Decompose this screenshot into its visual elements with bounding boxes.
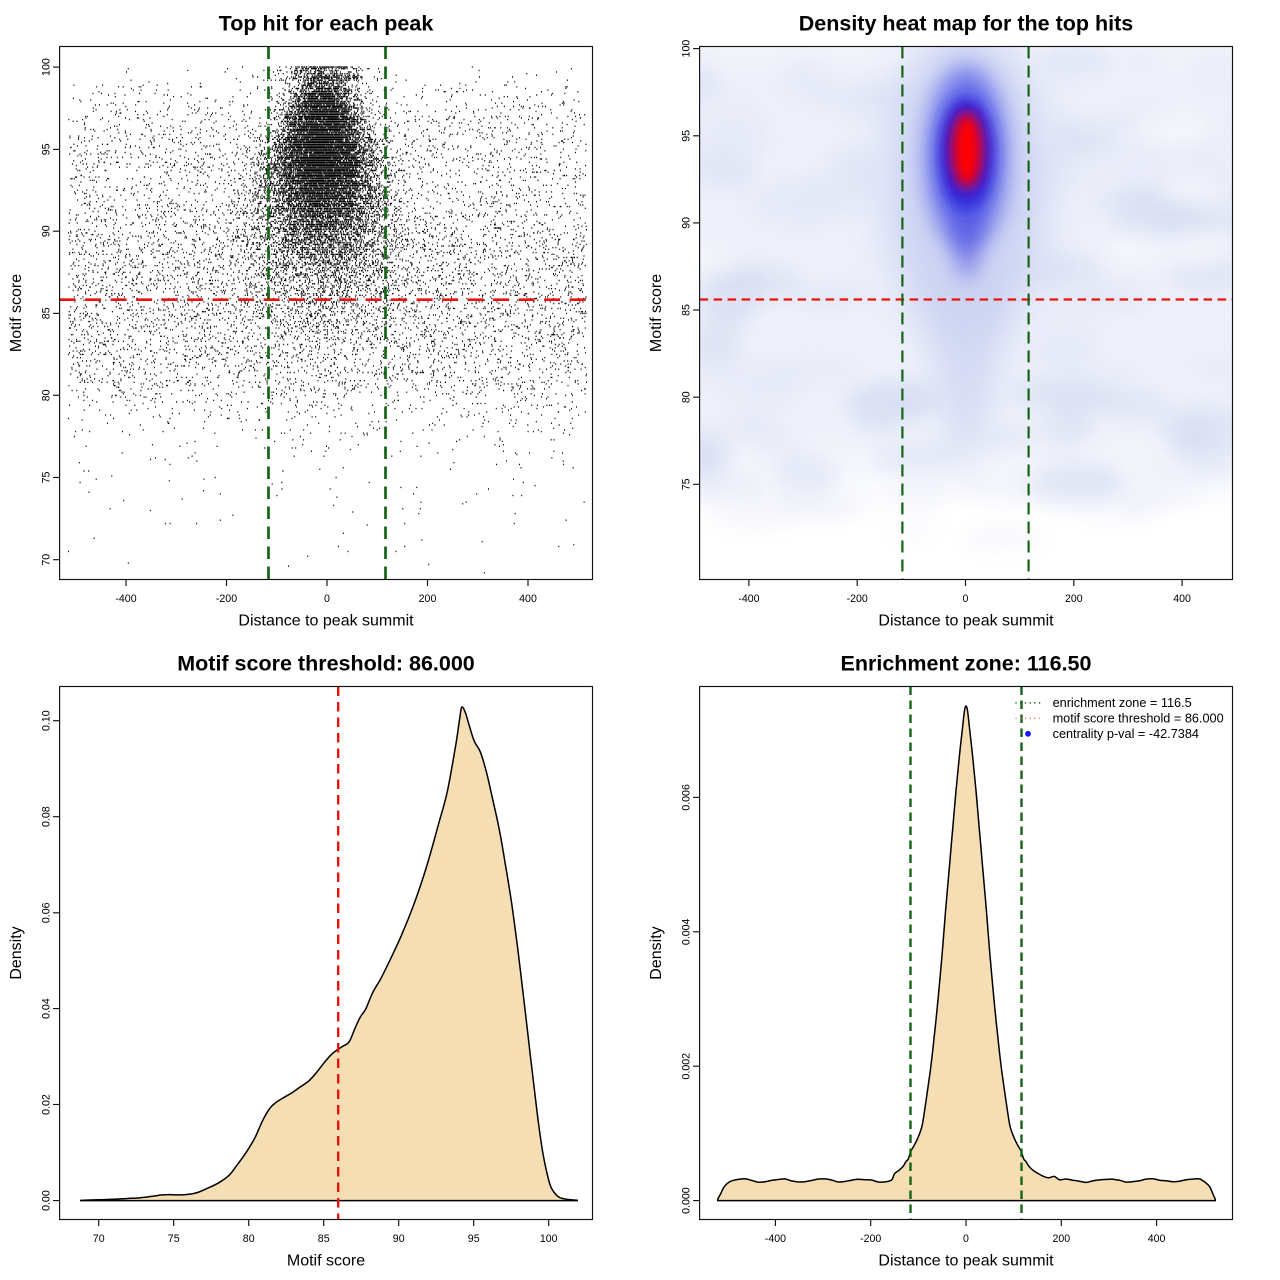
svg-text:80: 80 [681, 391, 693, 403]
svg-text:Distance to peak summit: Distance to peak summit [238, 613, 414, 630]
svg-text:95: 95 [681, 130, 693, 142]
svg-text:100: 100 [41, 58, 53, 76]
svg-text:100: 100 [681, 40, 693, 58]
svg-text:70: 70 [41, 554, 53, 566]
svg-text:90: 90 [681, 217, 693, 229]
svg-text:95: 95 [468, 1233, 480, 1245]
svg-text:75: 75 [168, 1233, 180, 1245]
svg-text:200: 200 [419, 593, 437, 605]
svg-text:motif score threshold = 86.000: motif score threshold = 86.000 [1053, 712, 1224, 726]
svg-text:-200: -200 [216, 593, 237, 605]
svg-text:85: 85 [681, 304, 693, 316]
svg-text:Distance to peak summit: Distance to peak summit [878, 1253, 1054, 1270]
svg-text:Enrichment zone: 116.50: Enrichment zone: 116.50 [841, 652, 1092, 676]
svg-text:Motif score: Motif score [648, 274, 665, 352]
svg-text:85: 85 [318, 1233, 330, 1245]
svg-text:200: 200 [1052, 1233, 1070, 1245]
svg-text:Motif score: Motif score [287, 1253, 365, 1270]
svg-text:0.004: 0.004 [681, 918, 693, 945]
svg-text:-400: -400 [115, 593, 136, 605]
svg-text:Motif score: Motif score [8, 274, 25, 352]
svg-text:0.10: 0.10 [41, 710, 53, 731]
svg-text:400: 400 [519, 593, 537, 605]
svg-text:0: 0 [963, 593, 969, 605]
svg-text:Top hit for each peak: Top hit for each peak [219, 12, 434, 36]
svg-text:-400: -400 [738, 593, 759, 605]
svg-text:0.000: 0.000 [681, 1187, 693, 1214]
svg-text:80: 80 [243, 1233, 255, 1245]
svg-text:0.02: 0.02 [41, 1094, 53, 1115]
svg-text:-200: -200 [847, 593, 868, 605]
svg-text:85: 85 [41, 307, 53, 319]
svg-text:-400: -400 [765, 1233, 786, 1245]
svg-text:0.04: 0.04 [41, 998, 53, 1019]
svg-text:0.002: 0.002 [681, 1053, 693, 1080]
svg-text:Density: Density [648, 926, 665, 979]
svg-text:70: 70 [93, 1233, 105, 1245]
svg-text:100: 100 [540, 1233, 558, 1245]
svg-text:90: 90 [41, 225, 53, 237]
svg-text:Density heat map for the top h: Density heat map for the top hits [799, 12, 1134, 36]
svg-text:0.08: 0.08 [41, 806, 53, 827]
svg-text:0: 0 [963, 1233, 969, 1245]
svg-text:Motif score threshold: 86.000: Motif score threshold: 86.000 [177, 652, 475, 676]
svg-text:0.06: 0.06 [41, 902, 53, 923]
svg-text:-200: -200 [860, 1233, 881, 1245]
svg-text:75: 75 [681, 478, 693, 490]
svg-text:enrichment zone = 116.5: enrichment zone = 116.5 [1053, 696, 1192, 710]
svg-text:0.00: 0.00 [41, 1190, 53, 1211]
svg-text:75: 75 [41, 472, 53, 484]
svg-text:0.006: 0.006 [681, 784, 693, 811]
svg-text:95: 95 [41, 143, 53, 155]
svg-text:0: 0 [324, 593, 330, 605]
svg-text:400: 400 [1173, 593, 1191, 605]
svg-text:200: 200 [1065, 593, 1083, 605]
svg-text:80: 80 [41, 389, 53, 401]
svg-text:90: 90 [393, 1233, 405, 1245]
svg-text:400: 400 [1148, 1233, 1166, 1245]
svg-text:Distance to peak summit: Distance to peak summit [878, 613, 1054, 630]
svg-text:Density: Density [8, 926, 25, 979]
svg-text:centrality p-val = -42.7384: centrality p-val = -42.7384 [1053, 727, 1199, 741]
